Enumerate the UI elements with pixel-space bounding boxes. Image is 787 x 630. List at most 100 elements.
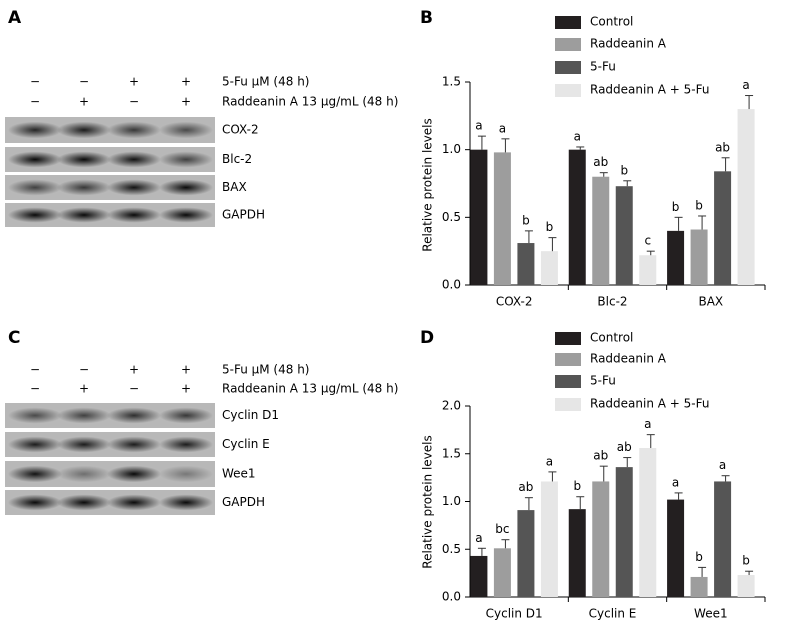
significance-letter: b: [695, 198, 703, 212]
bar: [667, 499, 685, 597]
blot-band: [159, 151, 213, 168]
treatment-sign: +: [181, 75, 191, 89]
band-label: BAX: [222, 180, 247, 194]
x-tick-label: Wee1: [694, 607, 728, 621]
legend-label: Raddeanin A + 5-Fu: [590, 83, 709, 97]
treatment-sign: +: [181, 382, 191, 396]
blot-band: [159, 407, 213, 424]
y-tick-label: 0.0: [442, 590, 461, 604]
treatment-sign: +: [181, 95, 191, 109]
blot-band: [57, 407, 111, 424]
y-tick-label: 0.0: [442, 278, 461, 292]
blot-band: [57, 151, 111, 168]
treatment-sign: +: [129, 75, 139, 89]
blot-band: [107, 465, 161, 483]
panel-label: A: [8, 8, 22, 28]
significance-letter: ab: [593, 449, 608, 463]
legend-swatch: [555, 84, 581, 97]
blot-band: [107, 436, 161, 453]
significance-letter: a: [719, 458, 726, 472]
x-tick-label: Cyclin D1: [486, 607, 543, 621]
bar: [690, 576, 708, 597]
significance-letter: b: [522, 213, 530, 227]
significance-letter: a: [475, 531, 482, 545]
panel-label: D: [420, 328, 434, 348]
blot-band: [57, 465, 111, 483]
significance-letter: a: [546, 454, 553, 468]
significance-letter: b: [672, 200, 680, 214]
significance-letter: bc: [495, 522, 509, 536]
blot-band: [57, 436, 111, 453]
bar: [639, 448, 657, 597]
bar: [540, 481, 558, 597]
panel-label: C: [8, 328, 20, 348]
blot-band: [8, 151, 62, 168]
treatment-label: Raddeanin A 13 μg/mL (48 h): [222, 382, 398, 396]
x-tick-label: COX-2: [496, 295, 533, 309]
legend-swatch: [555, 375, 581, 388]
blot-band: [107, 179, 161, 196]
band-label: Cyclin E: [222, 437, 270, 451]
blot-band: [107, 494, 161, 511]
significance-letter: ab: [593, 155, 608, 169]
band-label: Cyclin D1: [222, 408, 279, 422]
y-tick-label: 2.0: [442, 399, 461, 413]
significance-letter: ab: [518, 480, 533, 494]
blot-band: [8, 207, 62, 223]
blot-band: [8, 494, 62, 511]
legend-swatch: [555, 38, 581, 51]
bar: [615, 467, 633, 597]
panel-label: B: [420, 8, 433, 28]
bar: [493, 548, 511, 597]
blot-band: [107, 207, 161, 223]
blot-band: [107, 151, 161, 168]
treatment-sign: −: [30, 95, 40, 109]
y-tick-label: 0.5: [442, 210, 461, 224]
blot-band: [8, 407, 62, 424]
treatment-sign: −: [79, 363, 89, 377]
significance-letter: a: [499, 121, 506, 135]
blot-band: [159, 121, 213, 139]
legend-swatch: [555, 398, 581, 411]
blot-band: [57, 207, 111, 223]
legend-label: 5-Fu: [590, 374, 616, 388]
legend-label: Raddeanin A + 5-Fu: [590, 397, 709, 411]
treatment-sign: +: [129, 363, 139, 377]
y-axis-label: Relative protein levels: [421, 118, 435, 251]
legend-label: Raddeanin A: [590, 352, 667, 366]
significance-letter: b: [573, 479, 581, 493]
significance-letter: b: [620, 163, 628, 177]
bar: [714, 171, 732, 285]
treatment-label: Raddeanin A 13 μg/mL (48 h): [222, 95, 398, 109]
y-tick-label: 0.5: [442, 542, 461, 556]
bar: [568, 509, 586, 597]
bar: [690, 229, 708, 285]
blot-band: [8, 465, 62, 483]
band-label: Wee1: [222, 467, 256, 481]
blot-band: [159, 465, 213, 483]
bar: [568, 149, 586, 285]
treatment-sign: −: [30, 382, 40, 396]
blot-band: [159, 494, 213, 511]
treatment-sign: +: [79, 95, 89, 109]
treatment-sign: +: [181, 363, 191, 377]
bar: [615, 186, 633, 285]
y-tick-label: 1.0: [442, 494, 461, 508]
x-tick-label: Blc-2: [597, 295, 627, 309]
bar: [592, 481, 610, 597]
blot-band: [159, 207, 213, 223]
blot-band: [159, 179, 213, 196]
bar: [540, 251, 558, 285]
blot-band: [159, 436, 213, 453]
legend-swatch: [555, 332, 581, 345]
bar: [493, 152, 511, 285]
significance-letter: b: [546, 220, 554, 234]
band-label: COX-2: [222, 123, 259, 137]
blot-band: [57, 121, 111, 139]
legend-label: Raddeanin A: [590, 37, 667, 51]
significance-letter: ab: [715, 140, 730, 154]
legend-swatch: [555, 16, 581, 29]
significance-letter: ab: [617, 440, 632, 454]
bar: [667, 230, 685, 285]
